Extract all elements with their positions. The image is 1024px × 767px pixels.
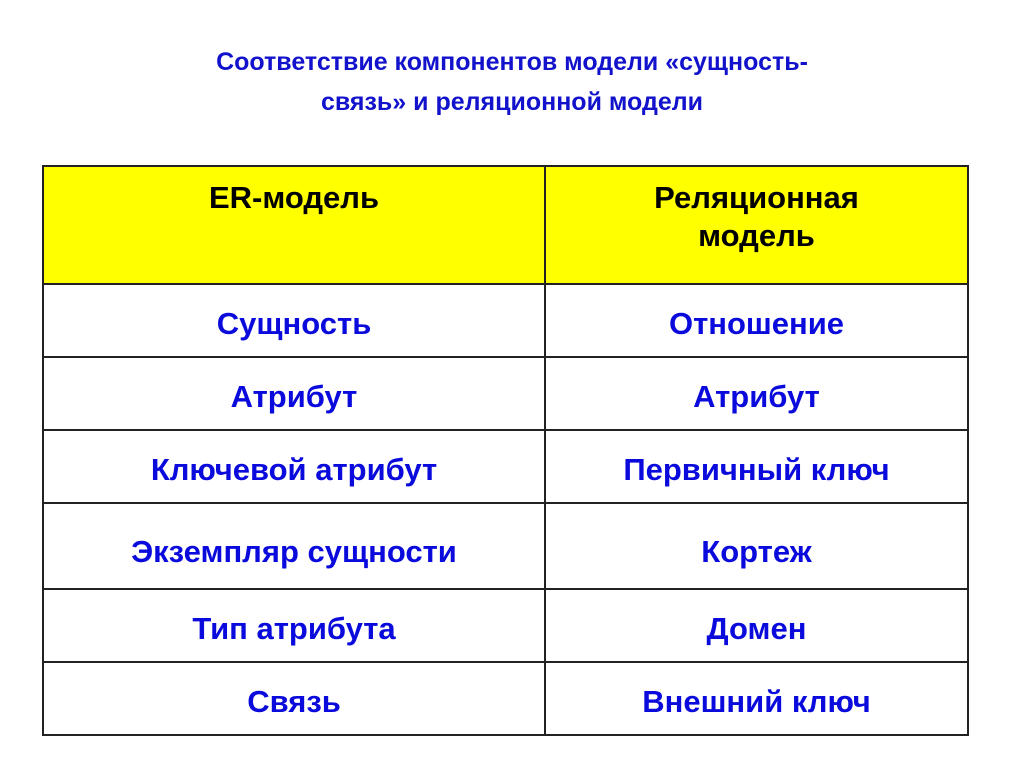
table-row: Сущность Отношение <box>42 283 969 358</box>
er-cell: Атрибут <box>42 356 546 431</box>
table-row: Тип атрибута Домен <box>42 588 969 663</box>
table-header-row: ER-модель Реляционная модель <box>42 165 969 285</box>
er-cell: Экземпляр сущности <box>42 502 546 590</box>
relational-cell: Кортеж <box>544 502 969 590</box>
slide-title: Соответствие компонентов модели «сущност… <box>60 42 964 122</box>
relational-cell: Домен <box>544 588 969 663</box>
table-row: Связь Внешний ключ <box>42 661 969 736</box>
table-row: Экземпляр сущности Кортеж <box>42 502 969 590</box>
relational-cell: Отношение <box>544 283 969 358</box>
table-row: Атрибут Атрибут <box>42 356 969 431</box>
relational-cell: Атрибут <box>544 356 969 431</box>
header-er-model: ER-модель <box>42 165 546 285</box>
er-cell: Связь <box>42 661 546 736</box>
relational-cell: Первичный ключ <box>544 429 969 504</box>
title-line-2: связь» и реляционной модели <box>320 88 704 116</box>
table-row: Ключевой атрибут Первичный ключ <box>42 429 969 504</box>
header-relational-model: Реляционная модель <box>544 165 969 285</box>
er-cell: Ключевой атрибут <box>42 429 546 504</box>
comparison-table: ER-модель Реляционная модель Сущность От… <box>42 165 969 736</box>
title-line-1: Соответствие компонентов модели «сущност… <box>216 48 808 76</box>
relational-cell: Внешний ключ <box>544 661 969 736</box>
er-cell: Сущность <box>42 283 546 358</box>
er-cell: Тип атрибута <box>42 588 546 663</box>
header-relational-model-text: Реляционная модель <box>654 180 859 253</box>
